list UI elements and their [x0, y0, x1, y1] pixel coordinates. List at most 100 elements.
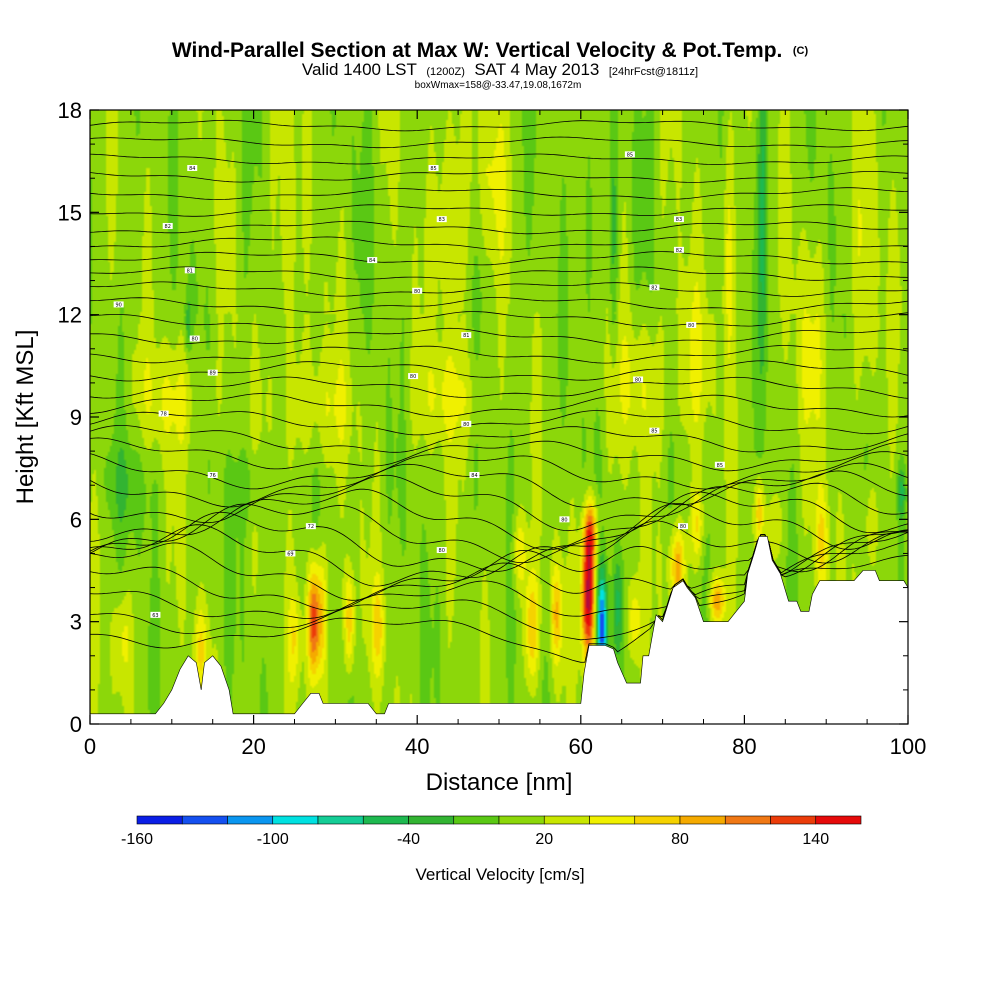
theta-contour-line — [90, 153, 908, 166]
theta-contour-line — [90, 360, 908, 382]
theta-contour-line — [90, 520, 908, 587]
colorbar-swatch — [453, 815, 500, 825]
contour-label: 80 — [561, 517, 567, 523]
valid-date: SAT 4 May 2013 — [474, 60, 599, 79]
colorbar-swatch — [181, 815, 228, 825]
contour-label: 69 — [287, 551, 293, 557]
contour-label-bg — [305, 523, 316, 530]
contour-label-bg — [150, 611, 161, 618]
colorbar-ticks: -160 -100 -40 20 80 140 — [121, 831, 829, 848]
terrain-mask — [90, 536, 908, 724]
theta-contour-line — [90, 470, 908, 532]
theta-contour-line — [90, 281, 908, 297]
colorbar-swatch — [227, 815, 274, 825]
theta-contour-line — [90, 266, 908, 281]
contour-label-bg — [207, 471, 218, 478]
contour-label-bg — [412, 287, 423, 294]
colorbar-tick-label: -40 — [397, 831, 420, 848]
contour-label: 80 — [414, 289, 420, 295]
theta-contour-line — [90, 136, 908, 149]
contour-label: 85 — [717, 463, 723, 469]
contour-label: 85 — [430, 166, 436, 172]
contour-label-bg — [649, 427, 660, 434]
colorbar-tick-label: 20 — [535, 831, 553, 848]
colorbar-label: Vertical Velocity [cm/s] — [415, 865, 584, 884]
y-tick-label: 0 — [70, 712, 82, 737]
chart-title-line: Wind-Parallel Section at Max W: Vertical… — [172, 39, 809, 62]
contour-label-bg — [633, 376, 644, 383]
valid-time: Valid 1400 LST — [302, 60, 417, 79]
x-tick-label: 20 — [241, 734, 265, 759]
theta-contour-line — [90, 311, 908, 328]
chart-title: Wind-Parallel Section at Max W: Vertical… — [172, 39, 783, 62]
colorbar-swatch — [362, 815, 409, 825]
contour-label: 80 — [463, 422, 469, 428]
theta-contour-line — [90, 170, 908, 183]
theta-contour-line — [90, 204, 908, 217]
colorbar-swatch — [770, 815, 817, 825]
contour-label-bg — [187, 164, 198, 171]
contour-labels: 90 84 82 81 80 89 78 76 72 69 63 85 83 84 80 81 80 80 84 80… — [113, 151, 725, 619]
contour-label: 84 — [189, 166, 195, 172]
colorbar-swatch — [272, 815, 319, 825]
colorbar-tick-label: -160 — [121, 831, 153, 848]
colorbar-swatch — [317, 815, 364, 825]
colorbar-swatch — [136, 815, 183, 825]
contour-label-bg — [285, 550, 296, 557]
colorbar-swatch — [724, 815, 771, 825]
x-tick-label: 40 — [405, 734, 429, 759]
contour-label: 82 — [651, 285, 657, 291]
contour-label: 80 — [635, 377, 641, 383]
potential-temperature-contours — [90, 119, 908, 663]
contour-label-bg — [436, 216, 447, 223]
x-axis: 0 20 40 60 80 100 — [84, 110, 926, 759]
x-tick-label: 60 — [569, 734, 593, 759]
colorbar-swatch — [408, 815, 455, 825]
contour-label: 80 — [410, 374, 416, 380]
colorbar-swatch — [498, 815, 545, 825]
contour-label-bg — [469, 471, 480, 478]
y-tick-label: 12 — [58, 303, 82, 328]
contour-label-bg — [367, 257, 378, 264]
colorbar-swatch — [589, 815, 636, 825]
chart-title-mark: (C) — [793, 45, 809, 57]
theta-contour-line — [90, 376, 908, 399]
contour-label: 82 — [676, 248, 682, 254]
theta-contour-line — [90, 393, 908, 418]
contour-label-bg — [673, 246, 684, 253]
contour-label-bg — [624, 151, 635, 158]
contour-label-bg — [686, 321, 697, 328]
x-tick-label: 100 — [890, 734, 927, 759]
contour-label-bg — [436, 547, 447, 554]
theta-contour-line — [90, 236, 908, 251]
contour-label: 80 — [192, 337, 198, 343]
contour-label: 80 — [688, 323, 694, 329]
contour-label: 84 — [471, 473, 477, 479]
theta-contour-line — [90, 437, 908, 472]
contour-label: 84 — [369, 258, 375, 264]
contour-label: 85 — [627, 152, 633, 158]
contour-label-bg — [162, 222, 173, 229]
colorbar — [136, 815, 862, 825]
contour-label: 90 — [115, 302, 121, 308]
contour-label: 80 — [439, 548, 445, 554]
contour-label: 83 — [676, 217, 682, 223]
contour-label: 78 — [160, 412, 166, 418]
y-tick-label: 9 — [70, 405, 82, 430]
x-tick-label: 80 — [732, 734, 756, 759]
theta-contour-line — [90, 251, 908, 266]
contour-label: 72 — [308, 524, 314, 530]
x-tick-label: 0 — [84, 734, 96, 759]
forecast-info: [24hrFcst@1811z] — [609, 66, 698, 78]
contour-label-bg — [649, 284, 660, 291]
x-axis-label: Distance [nm] — [426, 769, 573, 796]
theta-contour-line — [90, 503, 908, 572]
y-tick-label: 6 — [70, 507, 82, 532]
y-axis-label: Height [Kft MSL] — [12, 330, 39, 505]
theta-contour-line — [90, 119, 908, 132]
contour-label-bg — [158, 410, 169, 417]
contour-label-bg — [714, 461, 725, 468]
colorbar-tick-label: 140 — [802, 831, 829, 848]
